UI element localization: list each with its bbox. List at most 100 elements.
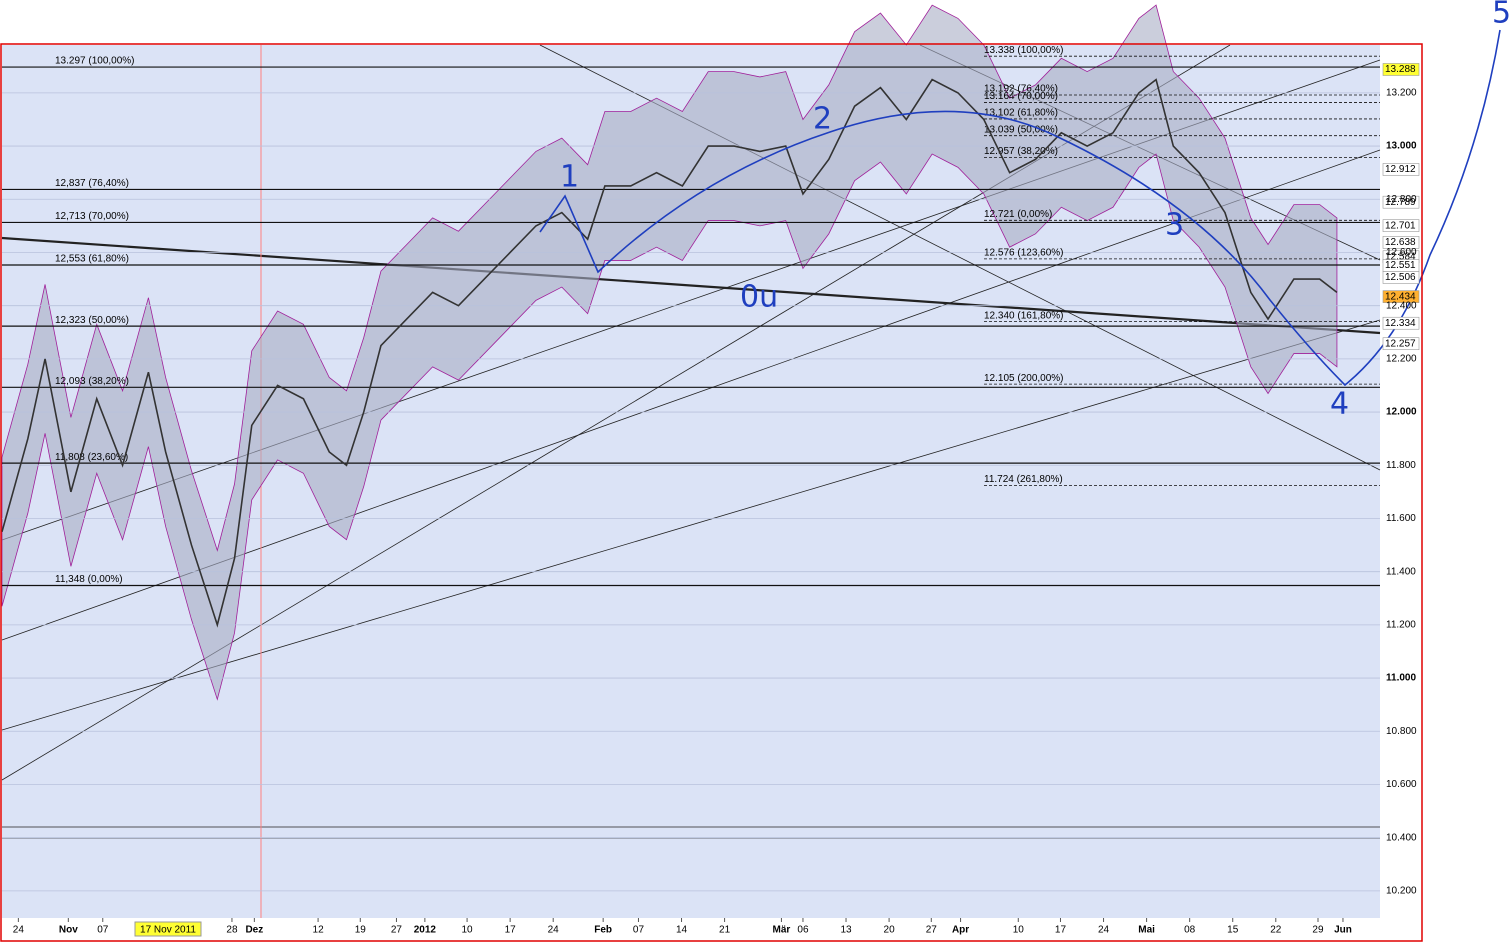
price-tag: 13.288: [1385, 64, 1416, 75]
x-tick-label: 24: [548, 925, 560, 936]
price-tag-bg: [1382, 290, 1420, 303]
fib-label: 13.338 (100,00%): [984, 45, 1064, 56]
fib-label: 12.105 (200,00%): [984, 373, 1064, 384]
y-tick-label: 10.200: [1386, 886, 1417, 897]
y-tick-label: 13.000: [1386, 141, 1417, 152]
fib-label: 12.576 (123,60%): [984, 248, 1064, 259]
x-tick-label: 14: [676, 925, 688, 936]
x-tick-label: 27: [926, 925, 938, 936]
x-tick-label: 07: [97, 925, 109, 936]
price-tag: 12.584: [1385, 251, 1416, 262]
x-tick-label: 07: [633, 925, 645, 936]
price-tag: 12.257: [1385, 338, 1416, 349]
price-tag-bg: [1382, 337, 1420, 351]
y-tick-label: 11.000: [1386, 673, 1416, 684]
price-line: [1, 78, 1338, 628]
y-tick-label: 12.000: [1386, 407, 1417, 418]
x-tick-label: 13: [840, 925, 852, 936]
hand-annotation: 4: [1330, 387, 1349, 422]
fib-label: 12.340 (161,80%): [984, 310, 1064, 321]
x-tick-label: Dez: [245, 925, 263, 936]
y-tick-label: 11.200: [1386, 620, 1416, 631]
bollinger-band: [1, 4, 1338, 701]
fib-label: 12.721 (0,00%): [984, 209, 1052, 220]
x-tick-label: 08: [1184, 925, 1196, 936]
fib-label: 13.297 (100,00%): [55, 56, 135, 67]
price-tag-bg: [1382, 63, 1420, 76]
hand-annotation: 2: [813, 102, 832, 137]
fib-label: 12,553 (61,80%): [55, 254, 129, 265]
hand-annotation: 3: [1165, 208, 1184, 243]
price-tag: 12.638: [1385, 237, 1416, 248]
x-tick-label: 24: [13, 925, 25, 936]
fib-label: 12,713 (70,00%): [55, 211, 129, 222]
fib-label: 13.192 (76,40%): [984, 84, 1058, 95]
y-tick-label: 11.600: [1386, 513, 1416, 524]
price-tag-bg: [1382, 219, 1420, 232]
y-tick-label: 12.400: [1386, 300, 1417, 311]
fib-label: 12,093 (38,20%): [55, 376, 129, 387]
fib-label: 11,348 (0,00%): [55, 574, 123, 585]
x-tick-label: 27: [391, 925, 403, 936]
y-tick-label: 11.800: [1386, 460, 1416, 471]
fib-label: 12,837 (76,40%): [55, 178, 129, 189]
fib-label: 13.102 (61,80%): [984, 108, 1058, 119]
x-tick-label: Jun: [1334, 925, 1352, 936]
price-tag-bg: [1382, 163, 1420, 176]
hand-annotation: 5: [1492, 0, 1510, 31]
price-tag-bg: [1382, 195, 1420, 209]
y-tick-label: 10.600: [1386, 779, 1417, 790]
y-tick-label: 13.200: [1386, 88, 1417, 99]
y-tick-label: 11.400: [1386, 566, 1416, 577]
price-tag: 12.334: [1385, 318, 1416, 329]
price-tag: 12.434: [1385, 291, 1416, 302]
fib-label: 13.039 (50,00%): [984, 124, 1058, 135]
price-tag-bg: [1382, 316, 1420, 330]
fib-label: 11,808 (23,60%): [55, 452, 128, 463]
x-tick-label: Mär: [773, 925, 791, 936]
price-tag: 12.789: [1385, 197, 1416, 208]
x-tick-label: 12: [313, 925, 325, 936]
price-tag: 12.912: [1385, 164, 1416, 175]
y-tick-label: 12.200: [1386, 354, 1417, 365]
price-tag: 12.551: [1385, 260, 1416, 271]
x-tick-label: 22: [1270, 925, 1282, 936]
x-tick-label: 28: [226, 925, 238, 936]
x-tick-label: 24: [1098, 925, 1110, 936]
fib-label: 12.957 (38,20%): [984, 146, 1058, 157]
y-tick-label: 10.800: [1386, 726, 1417, 737]
y-tick-label: 12.800: [1386, 194, 1417, 205]
x-tick-label: 20: [884, 925, 896, 936]
fib-label: 13.164 (70,00%): [984, 91, 1058, 102]
x-tick-label: 21: [719, 925, 731, 936]
x-tick-label: 29: [1312, 925, 1324, 936]
hand-annotation: 0u: [740, 280, 778, 315]
price-tag: 12.506: [1385, 272, 1416, 283]
price-tag-bg: [1382, 236, 1420, 249]
x-tick-label: 15: [1227, 925, 1239, 936]
y-tick-label: 12.600: [1386, 247, 1417, 258]
x-tick-label: Mai: [1138, 925, 1155, 936]
x-tick-label: Apr: [952, 925, 969, 936]
fib-label: 12,323 (50,00%): [55, 315, 129, 326]
price-tag: 12.701: [1385, 220, 1416, 231]
x-tick-label: 10: [1013, 925, 1025, 936]
y-tick-label: 10.400: [1386, 832, 1417, 843]
x-tick-label: 2012: [414, 925, 437, 936]
x-tick-label: 10: [462, 925, 474, 936]
cursor-label-bg: [134, 921, 202, 937]
x-tick-label: 19: [355, 925, 367, 936]
fib-label: 11.724 (261,80%): [984, 474, 1063, 485]
x-tick-label: 17: [505, 925, 517, 936]
price-tag-bg: [1382, 271, 1420, 284]
hand-drawn-wave: [539, 29, 1501, 387]
band-area: [1, 4, 1338, 701]
hand-annotation: 1: [560, 160, 579, 195]
cursor-label: 17 Nov 2011: [140, 925, 196, 936]
chart-border: [0, 43, 1423, 942]
x-tick-label: Nov: [59, 925, 78, 936]
x-tick-label: 17: [1055, 925, 1067, 936]
x-tick-label: Feb: [594, 925, 612, 936]
x-tick-label: 06: [797, 925, 809, 936]
